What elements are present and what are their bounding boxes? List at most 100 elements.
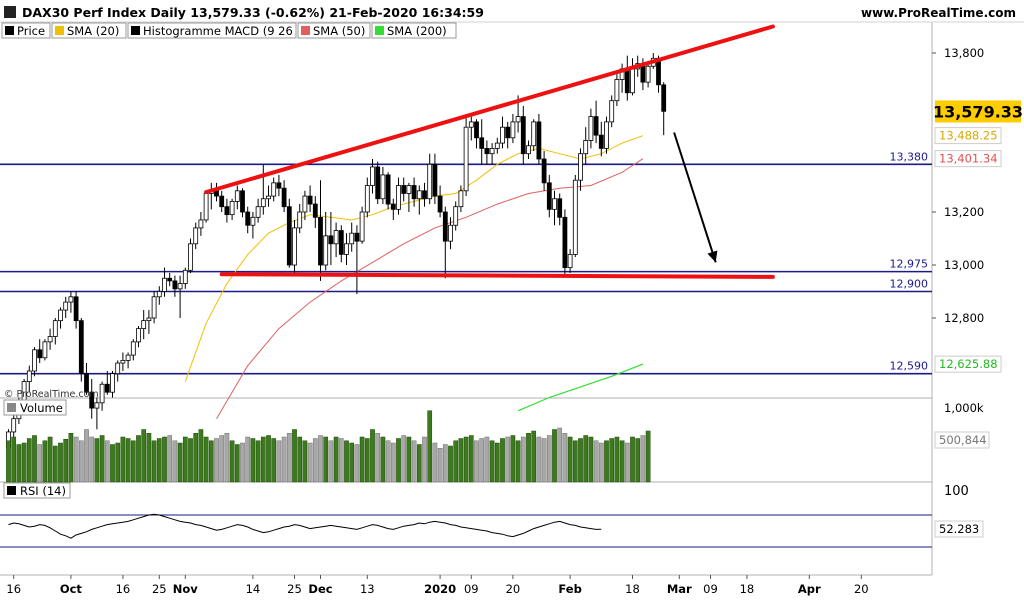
candle [344, 233, 349, 265]
legend-label: SMA (20) [67, 24, 119, 38]
candle [364, 177, 370, 218]
candle-body [354, 232, 360, 242]
candle-body [276, 182, 282, 189]
candle-body [437, 195, 443, 213]
volume-bar [562, 433, 568, 483]
candle [52, 318, 58, 345]
candle-body [385, 174, 391, 205]
candle-body [390, 203, 396, 210]
axes-layer: 13,800 13,200 13,000 12,800 16 Oct 16 25 Nov 14 25… [6, 46, 1023, 596]
volume-bar [624, 442, 630, 483]
level-label: 12,975 [890, 258, 929, 271]
candle [453, 201, 459, 231]
price-tag-label: 13,579.33 [933, 102, 1023, 121]
candle-body [312, 203, 318, 218]
candle [120, 352, 126, 371]
volume-bar [120, 436, 126, 483]
candle [73, 291, 79, 329]
volume-panel-title: Volume [20, 401, 63, 415]
level-label: 12,900 [890, 278, 929, 291]
candle [11, 413, 17, 438]
candle [68, 291, 74, 313]
candle-body [219, 195, 225, 208]
candle [281, 180, 287, 212]
candle [141, 310, 147, 340]
volume-bar [468, 435, 474, 483]
candle-body [338, 230, 344, 255]
volume-bar [318, 435, 323, 483]
forecast-arrow-head [707, 250, 718, 263]
candle-body [156, 291, 162, 298]
volume-bar [37, 444, 43, 483]
volume-bar [526, 433, 531, 483]
candle-body [271, 182, 277, 197]
candle [224, 198, 230, 223]
candle [354, 225, 360, 295]
sma50-tag-bg [934, 150, 1002, 168]
volume-bar [375, 433, 381, 483]
volume-bar [281, 436, 287, 483]
candle [448, 217, 453, 250]
volume-bar [541, 438, 547, 483]
candle-body [427, 163, 433, 200]
volume-bar [89, 436, 95, 483]
x-tick-label: 25 [287, 582, 302, 596]
volume-bar [312, 438, 318, 483]
volume-bar [474, 440, 479, 483]
candle-body [151, 296, 157, 319]
volume-bar [442, 444, 448, 483]
candle-body [73, 296, 79, 322]
candle-body [323, 235, 329, 266]
volume-bar [463, 436, 469, 483]
candle-body [104, 383, 110, 393]
candle-body [562, 216, 568, 269]
candle [255, 198, 261, 223]
candle-body [432, 163, 438, 197]
volume-bar [328, 440, 334, 483]
candle [541, 151, 547, 191]
candle [162, 267, 167, 297]
volume-bar [380, 436, 386, 483]
candle [531, 119, 537, 152]
candle [526, 140, 531, 159]
candle-body [406, 185, 412, 194]
legend-label: Histogramme MACD (9 26 12) [143, 24, 316, 38]
volume-panel-tab[interactable] [3, 399, 67, 416]
volume-bar [177, 442, 183, 483]
volume-bar [323, 436, 329, 483]
candle-body [552, 198, 557, 210]
candle-body [115, 362, 121, 375]
sma50-tag-label: 13,401.34 [939, 152, 998, 166]
candle-body [292, 227, 297, 266]
candle-body [333, 230, 339, 245]
volume-bar [78, 440, 84, 483]
candle-body [318, 216, 323, 266]
x-tick-label: 20 [506, 582, 521, 596]
volume-bar [286, 433, 292, 483]
volume-axis-label: 1,000k [944, 401, 984, 415]
price-candles [6, 53, 667, 456]
rsi-panel-tab[interactable] [3, 482, 71, 499]
volume-bar [73, 436, 79, 483]
volume-bar [130, 440, 136, 483]
volume-bar [604, 440, 609, 483]
candle [588, 108, 594, 149]
instrument-icon [4, 6, 16, 18]
volume-bar [458, 438, 464, 483]
candle-body [494, 142, 500, 149]
candle-body [260, 198, 266, 208]
volume-bar [448, 445, 453, 483]
candle-body [557, 198, 563, 218]
candle-body [609, 100, 615, 123]
candle-body [567, 253, 573, 269]
candle-body [453, 206, 459, 226]
candle-body [624, 68, 630, 94]
x-tick-label: Dec [308, 582, 332, 596]
candle-body [136, 328, 141, 343]
sma200-line [517, 363, 644, 412]
sma20-tag-label: 13,488.25 [939, 129, 998, 143]
candle-body [588, 116, 594, 141]
candle [468, 116, 474, 141]
candle-body [442, 211, 448, 242]
candle [136, 325, 141, 348]
